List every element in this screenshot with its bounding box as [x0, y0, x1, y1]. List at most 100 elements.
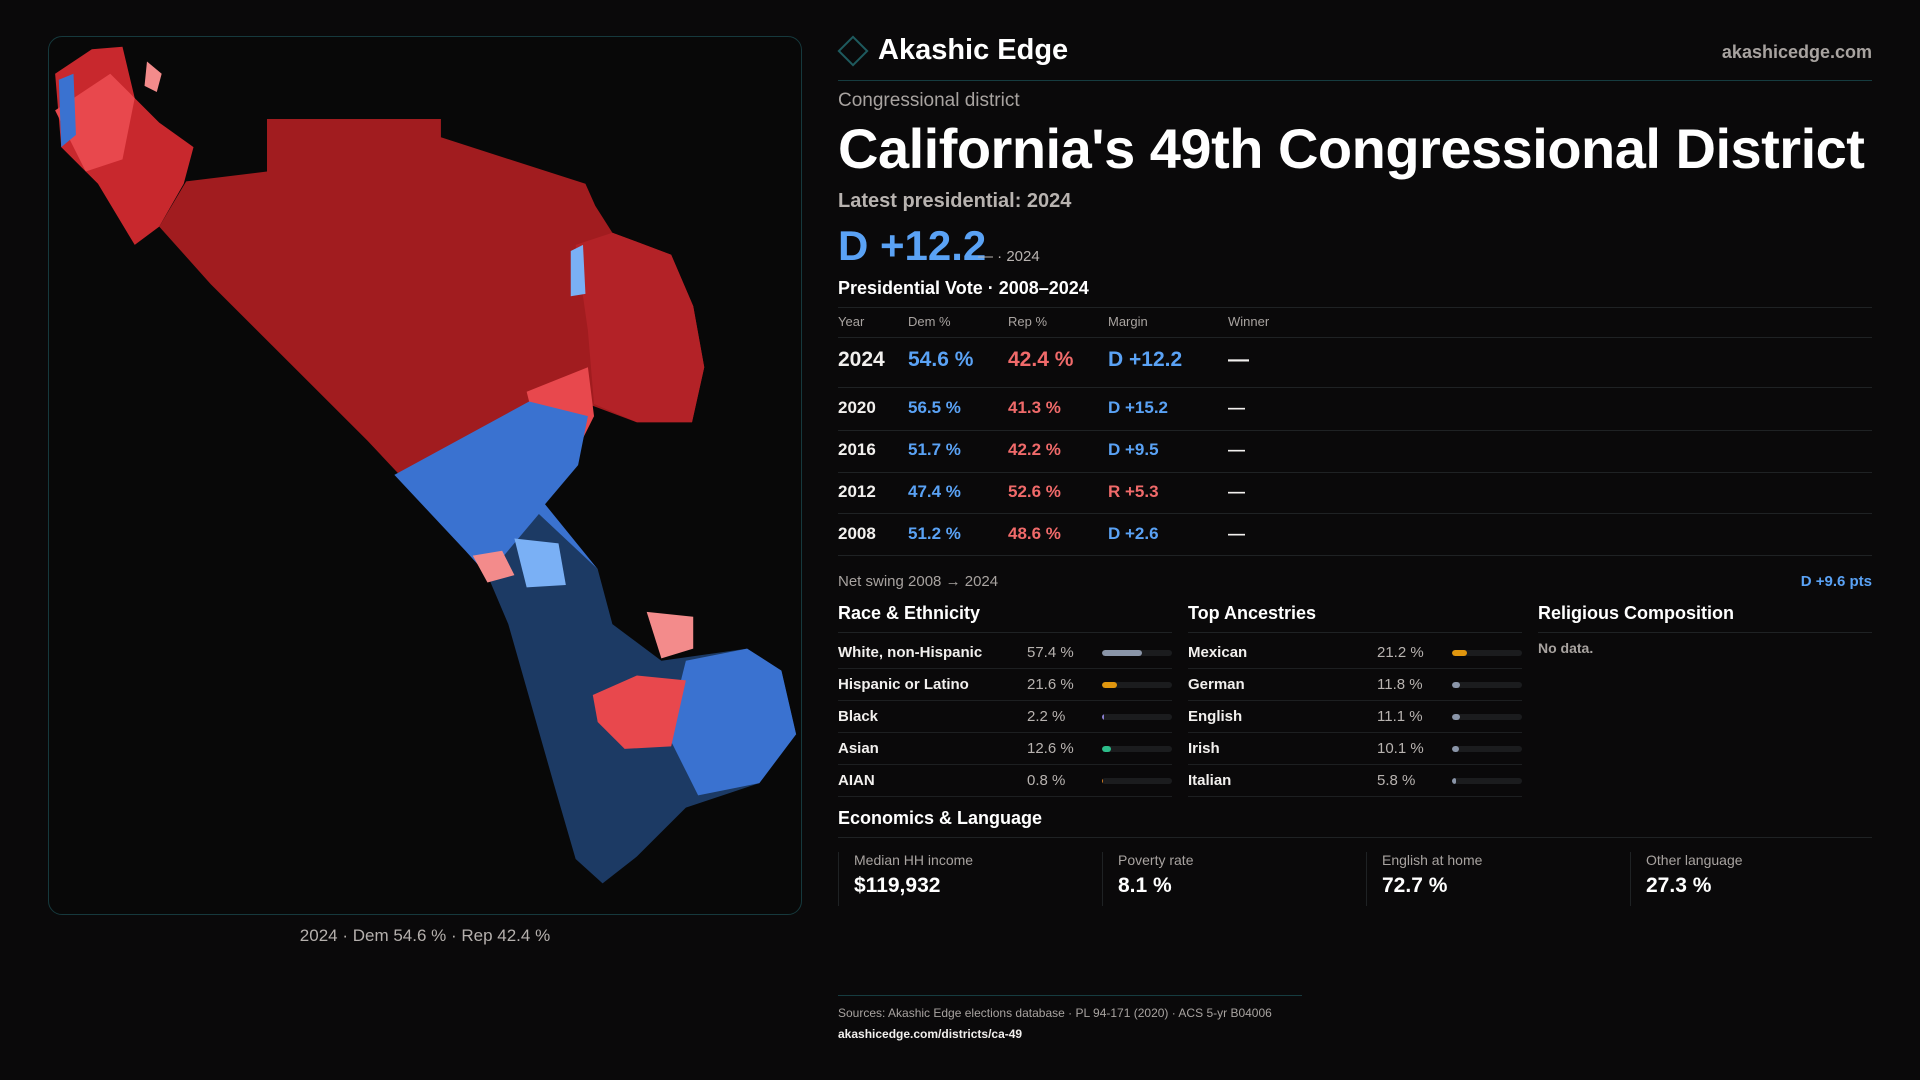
cell-year: 2016: [838, 440, 876, 459]
cell-margin: D +12.2: [1108, 348, 1183, 371]
ancestry-row: English 11.1 %: [1188, 701, 1522, 733]
ancestry-pct: 10.1 %: [1377, 740, 1424, 757]
brand[interactable]: Akashic Edge: [837, 34, 1069, 67]
race-bar: [1102, 649, 1172, 656]
cell-dem: 47.4 %: [908, 482, 961, 501]
cell-margin: D +15.2: [1108, 398, 1169, 417]
map-region-south-tilt-rep: [646, 611, 694, 659]
cell-dem: 56.5 %: [908, 398, 961, 417]
race-pct: 2.2 %: [1027, 708, 1066, 725]
map-region-east-tilt-dem: [570, 244, 586, 297]
race-label: White, non-Hispanic: [838, 644, 983, 661]
ancestry-pct: 5.8 %: [1377, 772, 1416, 789]
ancestry-bar: [1452, 745, 1522, 752]
precinct-map-svg: [55, 46, 797, 884]
ancestry-row: Irish 10.1 %: [1188, 733, 1522, 765]
ancestry-bar: [1452, 777, 1522, 784]
net-swing-value: D +9.6 pts: [1800, 573, 1872, 590]
ancestry-bar-fill: [1452, 713, 1460, 720]
race-pct: 21.6 %: [1027, 676, 1074, 693]
stat-value: 72.7 %: [1382, 874, 1448, 897]
race-pct: 0.8 %: [1027, 772, 1066, 789]
cell-year: 2020: [838, 398, 876, 417]
col-rep: Rep %: [1008, 314, 1048, 329]
header-divider: [838, 80, 1872, 81]
stat-card: English at home 72.7 %: [1366, 852, 1616, 906]
page-title: California's 49th Congressional District: [838, 117, 1865, 180]
latest-presidential: Latest presidential: 2024: [838, 190, 1072, 212]
divider: [838, 472, 1872, 473]
race-row: White, non-Hispanic 57.4 %: [838, 637, 1172, 669]
vote-heading: Presidential Vote · 2008–2024: [838, 278, 1089, 298]
ancestry-bar: [1452, 681, 1522, 688]
race-bar-fill: [1102, 681, 1118, 688]
col-year: Year: [838, 314, 865, 329]
ancestry-label: English: [1188, 708, 1243, 725]
cell-margin: R +5.3: [1108, 482, 1159, 501]
cell-rep: 41.3 %: [1008, 398, 1061, 417]
cell-winner: —: [1228, 398, 1245, 417]
cell-dem: 54.6 %: [908, 348, 974, 371]
race-bar: [1102, 745, 1172, 752]
stat-label: Poverty rate: [1118, 852, 1194, 868]
map-region-north-tilt-rep: [144, 61, 162, 93]
race-pct: 12.6 %: [1027, 740, 1074, 757]
divider: [838, 387, 1872, 388]
race-heading: Race & Ethnicity: [838, 603, 981, 623]
cell-dem: 51.7 %: [908, 440, 961, 459]
brand-name: Akashic Edge: [878, 34, 1069, 66]
district-url[interactable]: akashicedge.com/districts/ca-49: [838, 1027, 1023, 1041]
col-dem: Dem %: [908, 314, 951, 329]
race-row: Asian 12.6 %: [838, 733, 1172, 765]
district-kicker: Congressional district: [838, 90, 1020, 111]
cell-margin: D +9.5: [1108, 440, 1159, 459]
race-bar-fill: [1102, 713, 1104, 720]
religion-empty: No data.: [1538, 640, 1594, 656]
diamond-logo-icon: [837, 34, 869, 67]
net-swing-label: Net swing 2008 → 2024: [838, 573, 999, 590]
ancestry-label: German: [1188, 676, 1245, 693]
stat-label: English at home: [1382, 852, 1483, 868]
ancestry-bar: [1452, 713, 1522, 720]
race-label: AIAN: [838, 772, 875, 789]
race-bar-fill: [1102, 649, 1143, 656]
divider: [838, 337, 1872, 338]
divider: [838, 430, 1872, 431]
ancestry-pct: 11.1 %: [1377, 708, 1423, 725]
cell-winner: —: [1228, 440, 1245, 459]
map-region-east-dem: [667, 648, 797, 796]
race-bar: [1102, 777, 1172, 784]
economics-heading: Economics & Language: [838, 808, 1043, 828]
ancestry-heading: Top Ancestries: [1188, 603, 1317, 623]
stat-value: 27.3 %: [1646, 874, 1712, 897]
ancestry-bar-fill: [1452, 777, 1457, 784]
stat-value: 8.1 %: [1118, 874, 1172, 897]
map-region-north-coast-dem: [58, 73, 76, 148]
race-bar-fill: [1102, 745, 1111, 752]
sources-line: Sources: Akashic Edge elections database…: [838, 1006, 1272, 1020]
race-label: Hispanic or Latino: [838, 676, 969, 693]
stat-card: Poverty rate 8.1 %: [1102, 852, 1352, 906]
stat-card: Median HH income $119,932: [838, 852, 1088, 906]
race-bar: [1102, 713, 1172, 720]
stat-label: Median HH income: [854, 852, 974, 868]
site-link[interactable]: akashicedge.com: [1721, 42, 1872, 62]
ancestry-bar-fill: [1452, 681, 1461, 688]
district-map[interactable]: [48, 36, 802, 915]
race-row: Black 2.2 %: [838, 701, 1172, 733]
stat-label: Other language: [1646, 852, 1743, 868]
ancestry-bar: [1452, 649, 1522, 656]
ancestry-row: German 11.8 %: [1188, 669, 1522, 701]
headline-margin: D +12.2: [838, 222, 987, 269]
cell-rep: 48.6 %: [1008, 524, 1061, 543]
stat-value: $119,932: [854, 874, 941, 897]
map-region-tilt-dem-patch: [514, 538, 566, 588]
race-bar-fill: [1102, 777, 1104, 784]
col-winner: Winner: [1228, 314, 1270, 329]
ancestry-row: Mexican 21.2 %: [1188, 637, 1522, 669]
cell-year: 2012: [838, 482, 876, 501]
race-bar: [1102, 681, 1172, 688]
footer-divider: [838, 995, 1302, 996]
cell-rep: 52.6 %: [1008, 482, 1061, 501]
ancestry-pct: 11.8 %: [1377, 676, 1423, 693]
